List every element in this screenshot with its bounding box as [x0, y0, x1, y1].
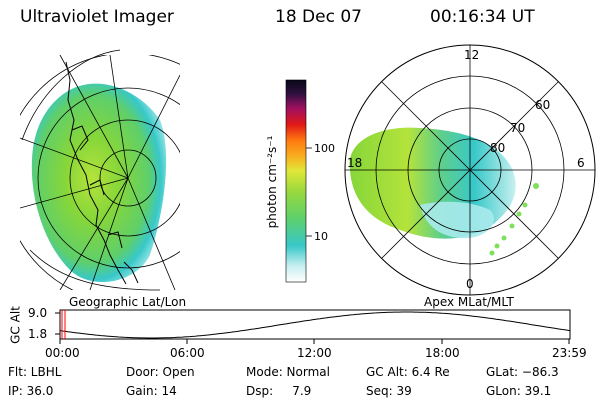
left-map-caption: Geographic Lat/Lon [69, 295, 187, 309]
door-info: Door: Open [126, 365, 195, 379]
coastline [65, 61, 139, 285]
gc-alt-info: GC Alt: 6.4 Re [366, 365, 450, 379]
colorbar-tick-10: 10 [314, 230, 328, 243]
altitude-curve [59, 311, 571, 339]
time-label: 00:16:34 UT [430, 7, 535, 27]
dsp-info: Dsp: 7.9 [246, 384, 312, 398]
mlt-label-12: 12 [464, 48, 480, 62]
altitude-ytick-high: 9.0 [28, 306, 48, 320]
apex-polar-map [344, 44, 596, 296]
seq-info: Seq: 39 [366, 384, 412, 398]
altitude-xtick-3: 18:00 [425, 346, 460, 360]
mlt-label-18: 18 [347, 156, 363, 170]
altitude-ytick-low: 1.8 [28, 327, 48, 341]
altitude-xtick-4: 23:59 [552, 346, 587, 360]
mode-info: Mode: Normal [246, 365, 330, 379]
altitude-plot [55, 309, 571, 344]
filter-info: Flt: LBHL [8, 365, 62, 379]
colorbar-tick-100: 100 [314, 142, 335, 155]
instrument-title: Ultraviolet Imager [20, 7, 174, 27]
altitude-xtick-2: 12:00 [297, 346, 332, 360]
glat-info: GLat: −86.3 [486, 365, 559, 379]
lat-label-80: 80 [490, 141, 506, 155]
date-label: 18 Dec 07 [275, 7, 362, 27]
altitude-ylabel: GC Alt [8, 306, 23, 344]
ip-info: IP: 36.0 [8, 384, 54, 398]
right-map-caption: Apex MLat/MLT [424, 295, 514, 309]
glon-info: GLon: 39.1 [486, 384, 552, 398]
gain-info: Gain: 14 [126, 384, 177, 398]
aurora-emission-left [31, 83, 167, 282]
colorbar [285, 79, 307, 283]
altitude-xtick-1: 06:00 [170, 346, 205, 360]
colorbar-unit-label: photon cm⁻²s⁻¹ [265, 135, 279, 229]
mlt-label-6: 6 [577, 156, 585, 170]
altitude-xtick-0: 00:00 [45, 346, 80, 360]
lat-label-60: 60 [535, 98, 551, 112]
lat-label-70: 70 [510, 121, 526, 135]
geographic-map [20, 55, 180, 290]
mlt-label-0: 0 [466, 277, 474, 291]
